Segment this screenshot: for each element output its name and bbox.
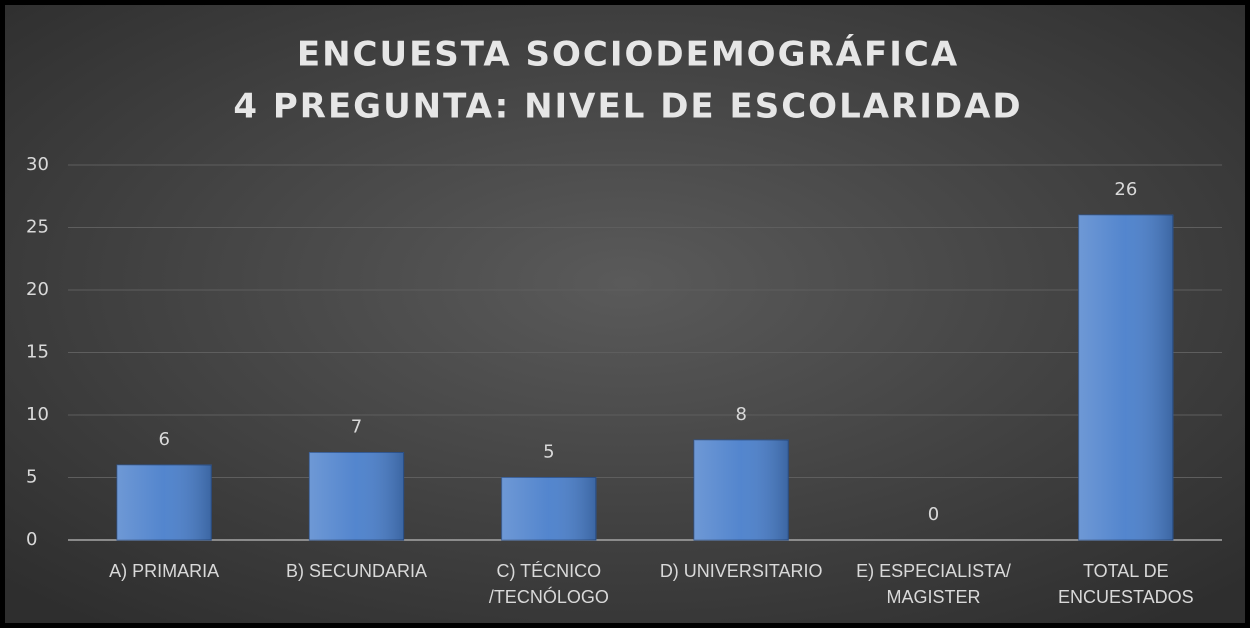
chart-title: ENCUESTA SOCIODEMOGRÁFICA	[297, 34, 959, 75]
y-tick-label: 0	[26, 529, 37, 550]
data-label: 7	[351, 417, 362, 438]
bar-shade	[309, 452, 404, 540]
x-tick-label: D) UNIVERSITARIO	[659, 561, 823, 581]
bar-shade	[1078, 215, 1173, 540]
data-label: 26	[1114, 179, 1137, 200]
x-tick-label: A) PRIMARIA	[109, 561, 220, 581]
y-tick-label: 25	[26, 217, 49, 238]
bar-shade	[501, 477, 596, 540]
x-tick-label: TOTAL DE ENCUESTADOS	[1057, 561, 1194, 607]
y-tick-label: 15	[26, 342, 49, 363]
data-label: 0	[928, 504, 939, 525]
data-label: 5	[543, 442, 554, 463]
data-label: 8	[735, 404, 746, 425]
chart-title: 4 PREGUNTA: NIVEL DE ESCOLARIDAD	[233, 87, 1022, 127]
data-label: 6	[158, 429, 169, 450]
y-tick-label: 5	[26, 467, 37, 488]
bar-shade	[117, 465, 212, 540]
y-tick-label: 30	[26, 154, 49, 175]
bar-shade	[694, 440, 789, 540]
y-tick-label: 10	[26, 404, 49, 425]
x-tick-label: E) ESPECIALISTA/ MAGISTER	[856, 561, 1011, 607]
x-tick-label: B) SECUNDARIA	[285, 561, 427, 581]
y-tick-label: 20	[26, 279, 49, 300]
x-tick-label: C) TÉCNICO /TECNÓLOGO	[488, 561, 609, 607]
